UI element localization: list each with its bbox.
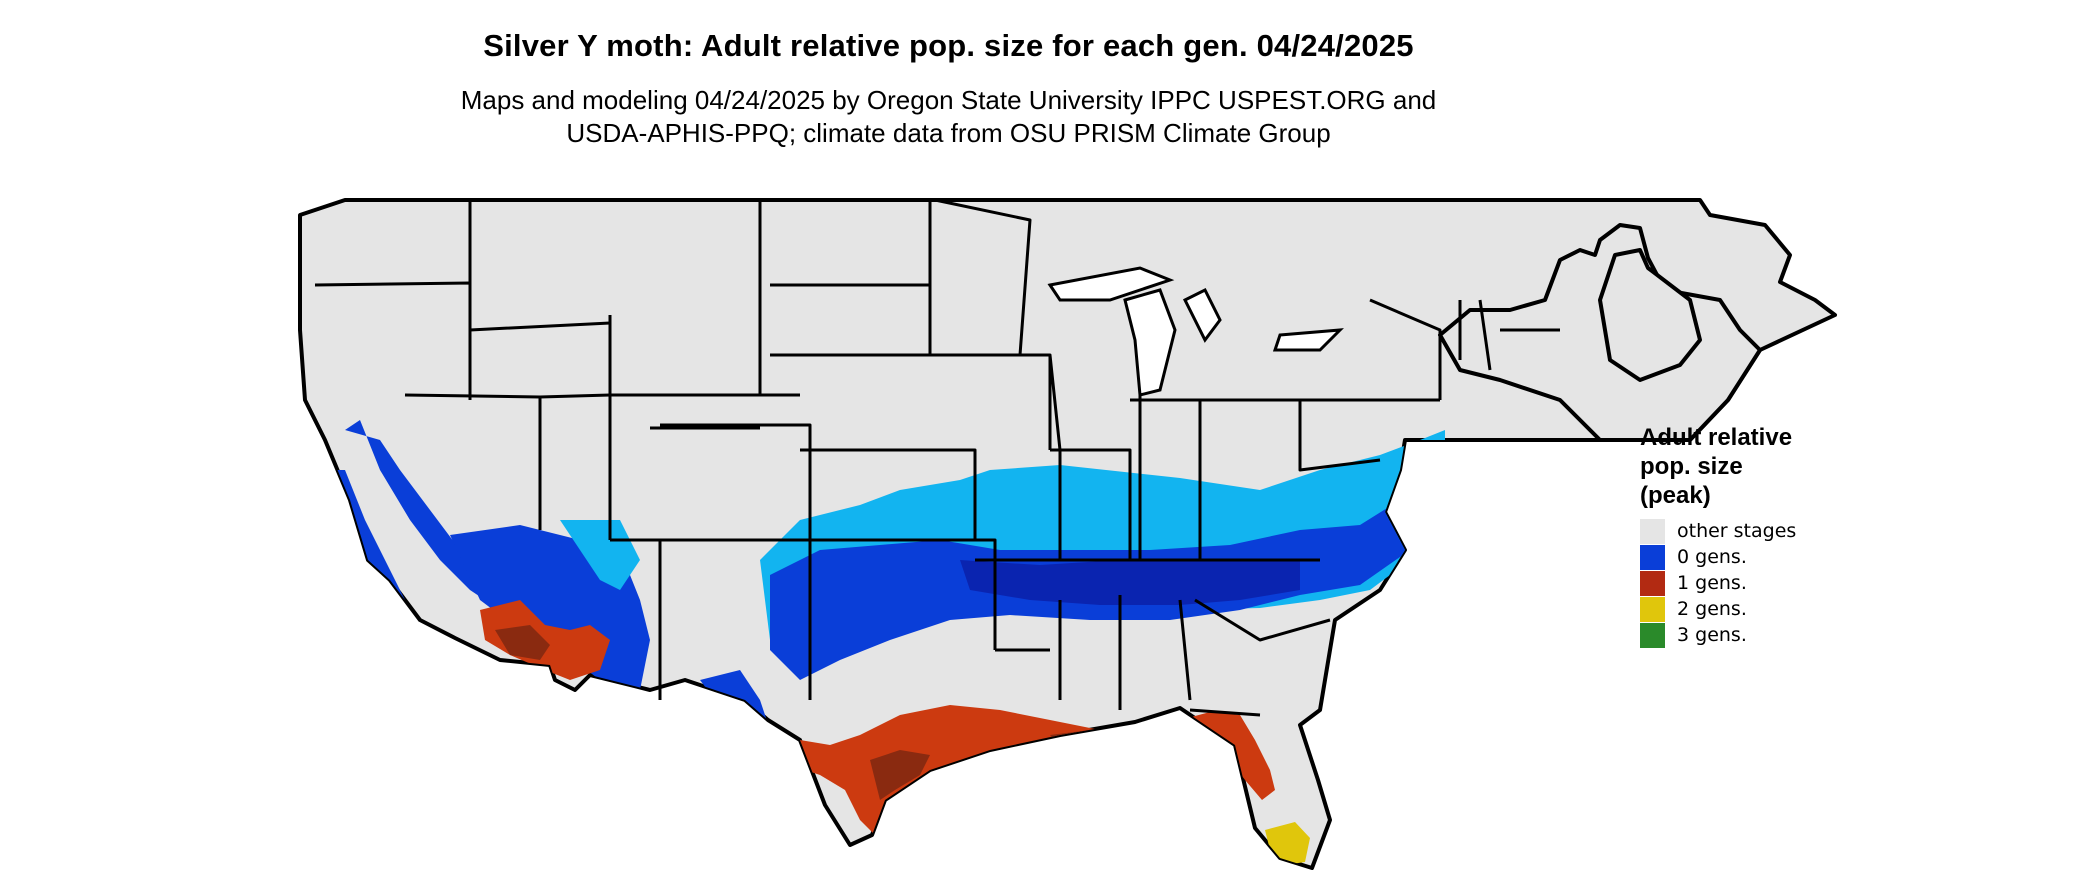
legend-label: 2 gens. <box>1677 598 1747 620</box>
legend-title-line-1: Adult relative <box>1640 424 1793 451</box>
legend-item-other-stages: other stages <box>1640 518 1830 544</box>
legend-item-1-gens: 1 gens. <box>1640 570 1830 596</box>
legend-item-2-gens: 2 gens. <box>1640 596 1830 622</box>
zone-louisiana-dark-red <box>1050 730 1120 760</box>
legend-swatch <box>1640 518 1665 544</box>
subtitle-line-1: Maps and modeling 04/24/2025 by Oregon S… <box>460 85 1437 115</box>
legend-swatch <box>1640 544 1665 570</box>
legend-label: 1 gens. <box>1677 572 1747 594</box>
map-title: Silver Y moth: Adult relative pop. size … <box>483 28 1414 63</box>
legend-items: other stages 0 gens. 1 gens. 2 gens. 3 g… <box>1640 518 1830 648</box>
legend-label: 0 gens. <box>1677 546 1747 568</box>
legend-item-0-gens: 0 gens. <box>1640 544 1830 570</box>
zone-west-blue <box>345 420 560 625</box>
zone-arizona-dark-red <box>495 625 550 660</box>
legend-title-line-2: pop. size <box>1640 453 1743 480</box>
great-lakes <box>1047 266 1344 397</box>
maine-land <box>1598 248 1702 382</box>
zone-dark-blue-band <box>960 560 1300 605</box>
zone-gulf-dark-red <box>870 750 930 800</box>
legend-swatch <box>1640 622 1665 648</box>
map-subtitle: Maps and modeling 04/24/2025 by Oregon S… <box>0 84 1897 150</box>
legend-swatch <box>1640 570 1665 596</box>
legend-title: Adult relative pop. size (peak) <box>1640 423 1830 510</box>
legend-title-line-3: (peak) <box>1640 482 1711 509</box>
legend-swatch <box>1640 596 1665 622</box>
legend-label: 3 gens. <box>1677 624 1747 646</box>
subtitle-line-2: USDA-APHIS-PPQ; climate data from OSU PR… <box>566 118 1331 148</box>
zone-southwest-light-blue <box>560 520 640 590</box>
state-borders <box>314 198 1560 717</box>
legend-label: other stages <box>1677 520 1797 542</box>
legend-item-3-gens: 3 gens. <box>1640 622 1830 648</box>
map-legend: Adult relative pop. size (peak) other st… <box>1640 423 1830 648</box>
